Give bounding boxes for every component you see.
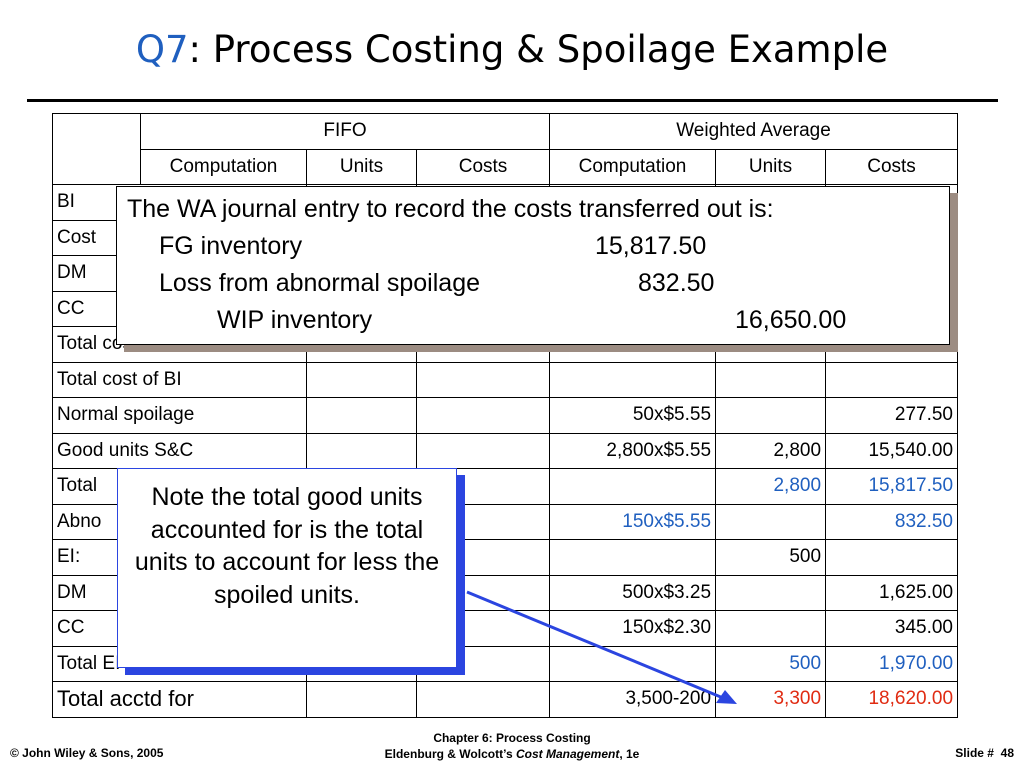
pointer-arrow-line	[466, 590, 729, 702]
title-underline	[27, 99, 998, 102]
wa-computation-cell: 150x$2.30	[549, 610, 717, 647]
footer-slide-number: Slide # 48	[955, 746, 1014, 760]
wa-costs-cell: 18,620.00	[825, 681, 959, 718]
table-row: Total cost of BI	[52, 361, 959, 398]
wa-computation-cell: 50x$5.55	[549, 397, 717, 434]
footer-book-authors: Eldenburg & Wolcott’s	[384, 746, 516, 761]
journal-debit-amount: 15,817.50	[595, 232, 707, 260]
wa-units-cell: 500	[715, 645, 827, 682]
wa-costs-cell: 15,540.00	[825, 432, 959, 469]
journal-entry-callout: The WA journal entry to record the costs…	[116, 186, 950, 345]
wa-units-cell: 500	[715, 539, 827, 576]
wa-units-cell: 2,800	[715, 468, 827, 505]
note-text: Note the total good units accounted for …	[134, 483, 440, 609]
journal-credit-amount: 16,650.00	[735, 306, 847, 334]
wa-units-cell: 2,800	[715, 432, 827, 469]
journal-loss-amount: 832.50	[638, 269, 715, 297]
footer-book-title: Cost Management	[515, 746, 620, 761]
slide-number-value: 48	[1000, 746, 1014, 760]
pointer-arrow-head	[716, 690, 737, 704]
wa-computation-cell: 2,800x$5.55	[549, 432, 717, 469]
wa-costs-cell: 345.00	[825, 610, 959, 647]
title-question-number: Q7	[135, 28, 189, 71]
journal-heading: The WA journal entry to record the costs…	[127, 195, 774, 223]
wa-computation-cell: 150x$5.55	[549, 503, 717, 540]
note-callout: Note the total good units accounted for …	[117, 468, 457, 668]
row-label: Total acctd for	[52, 681, 307, 718]
row-label: Good units S&C	[52, 432, 307, 469]
table-column-header-row: Computation Units Costs Computation Unit…	[53, 148, 959, 185]
title-text: : Process Costing & Spoilage Example	[188, 28, 889, 71]
fifo-units-header: Units	[306, 148, 417, 185]
footer-chapter: Chapter 6: Process Costing	[433, 731, 591, 745]
journal-credit-account: WIP inventory	[217, 306, 373, 334]
wa-costs-cell: 832.50	[825, 503, 959, 540]
wa-costs-cell: 15,817.50	[825, 468, 959, 505]
journal-loss-account: Loss from abnormal spoilage	[159, 269, 480, 297]
fifo-computation-header: Computation	[140, 148, 307, 185]
table-row: Total acctd for 3,500-200 3,300 18,620.0…	[52, 681, 959, 718]
wa-costs-cell: 1,625.00	[825, 574, 959, 611]
wa-computation-cell: 3,500-200	[549, 681, 717, 718]
journal-debit-account: FG inventory	[159, 232, 303, 260]
footer-source: Chapter 6: Process Costing Eldenburg & W…	[0, 731, 1024, 762]
row-label: Normal spoilage	[52, 397, 307, 434]
footer-book-edition: , 1e	[619, 746, 640, 761]
slide-title: Q7: Process Costing & Spoilage Example	[0, 28, 1024, 71]
wa-units-cell: 3,300	[715, 681, 827, 718]
footer-copyright: © John Wiley & Sons, 2005	[10, 746, 164, 760]
footer-book: Eldenburg & Wolcott’s Cost Management, 1…	[0, 747, 1024, 763]
fifo-costs-header: Costs	[415, 148, 551, 185]
wa-costs-header: Costs	[825, 148, 959, 185]
table-corner-cell	[52, 113, 141, 185]
wa-computation-header: Computation	[549, 148, 717, 185]
wa-costs-cell: 1,970.00	[825, 645, 959, 682]
table-row: Normal spoilage 50x$5.55 277.50	[52, 397, 959, 434]
fifo-header: FIFO	[139, 113, 551, 150]
slide-number-label: Slide #	[955, 746, 994, 760]
table-row: Good units S&C 2,800x$5.55 2,800 15,540.…	[52, 432, 959, 469]
